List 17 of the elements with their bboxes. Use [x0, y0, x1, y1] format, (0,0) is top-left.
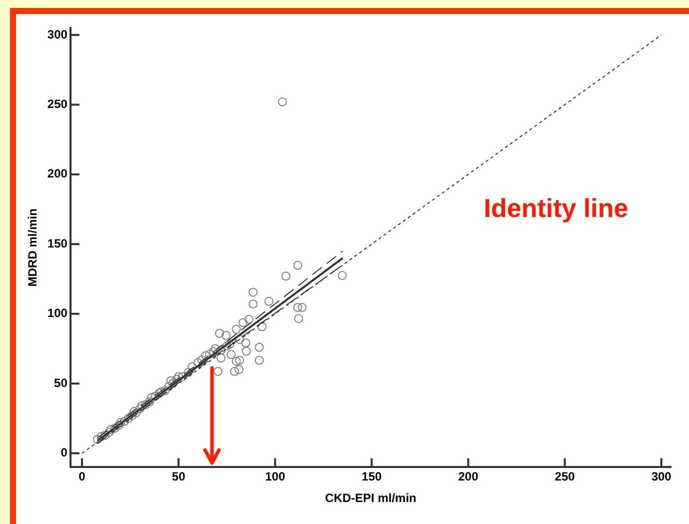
y-axis-title: MDRD ml/min	[26, 208, 40, 287]
y-tick-label: 200	[47, 166, 68, 181]
x-tick-label: 0	[78, 470, 86, 484]
x-axis-title: CKD-EPI ml/min	[325, 491, 416, 506]
y-tick-label: 0	[60, 446, 68, 460]
x-tick-label: 100	[265, 470, 286, 484]
y-tick-label: 50	[54, 376, 68, 390]
y-tick-label: 300	[47, 27, 68, 42]
x-tick-label: 150	[362, 470, 382, 484]
y-tick-label: 100	[47, 306, 68, 320]
x-tick-label: 300	[651, 470, 672, 484]
x-tick-label: 50	[172, 470, 186, 484]
x-tick-label: 250	[554, 470, 576, 484]
y-tick-label: 250	[47, 97, 68, 111]
x-tick-label: 200	[458, 470, 479, 484]
annotation: Identity line	[484, 193, 628, 224]
y-tick-label: 150	[47, 236, 68, 250]
